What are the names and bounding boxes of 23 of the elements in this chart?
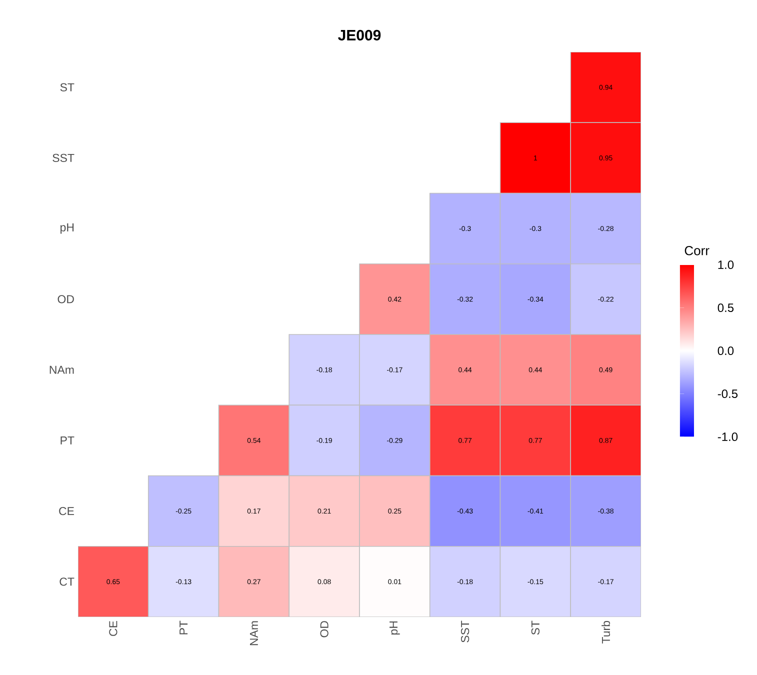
color-bar-label: -1.0	[718, 432, 738, 442]
color-bar-label: 0.0	[718, 346, 734, 356]
x-tick-label: NAm	[250, 621, 258, 646]
y-tick-label: OD	[58, 295, 74, 304]
x-tick-label: SST	[460, 620, 470, 642]
chart-title: JE009	[338, 30, 381, 40]
y-tick-label: ST	[60, 83, 74, 92]
y-tick-label: PT	[60, 436, 74, 444]
y-tick-label: pH	[60, 223, 74, 234]
y-tick-label: CE	[59, 506, 74, 516]
x-tick-label: CE	[109, 621, 118, 636]
x-tick-label: PT	[180, 620, 188, 634]
x-tick-label: Turb	[602, 621, 610, 644]
color-bar-label: 0.5	[718, 304, 734, 312]
color-bar-label: 1.0	[718, 260, 734, 270]
x-tick-label: OD	[320, 621, 328, 638]
color-bar-title: Corr	[684, 246, 710, 256]
color-bar-label: -0.5	[718, 390, 738, 398]
x-tick-label: ST	[531, 620, 540, 635]
y-tick-label: SST	[52, 154, 74, 162]
y-tick-label: CT	[60, 578, 74, 586]
y-tick-label: NAm	[50, 366, 74, 374]
x-tick-label: pH	[390, 621, 400, 634]
